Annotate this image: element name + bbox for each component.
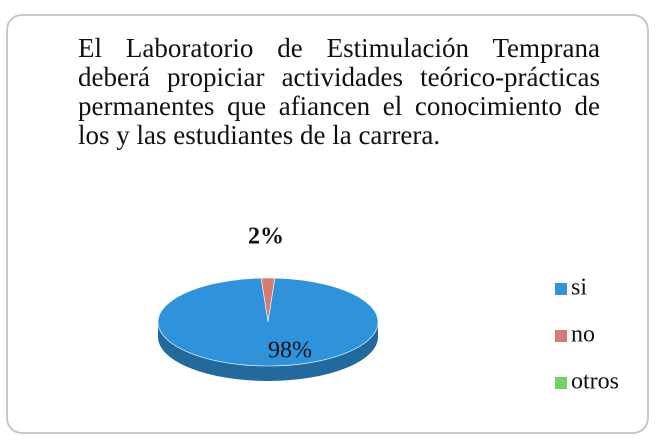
legend-swatch bbox=[555, 330, 567, 342]
legend-label: otros bbox=[571, 369, 619, 395]
legend-label: si bbox=[571, 275, 587, 301]
chart-frame bbox=[6, 14, 649, 434]
legend-swatch bbox=[555, 377, 567, 389]
legend-swatch bbox=[555, 283, 567, 295]
chart-title: El Laboratorio de Estimulación Temprana … bbox=[78, 33, 600, 150]
legend-label: no bbox=[571, 322, 595, 348]
pie-slice bbox=[157, 277, 379, 367]
pie-side bbox=[158, 322, 378, 381]
data-label: 98% bbox=[268, 338, 312, 364]
data-label: 2% bbox=[248, 224, 284, 250]
